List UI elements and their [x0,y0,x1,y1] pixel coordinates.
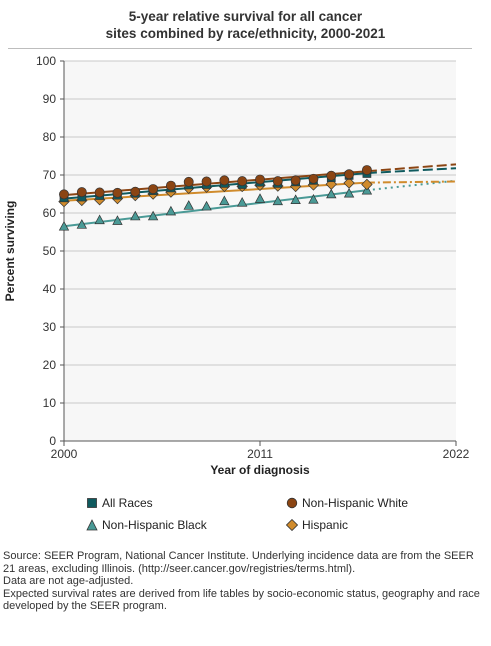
data-point [201,200,212,211]
y-axis-ticks: 0 10 20 30 40 50 60 70 80 90 100 [36,54,64,448]
data-point [343,177,355,189]
y-axis-label: Percent surviving [3,201,17,302]
data-point [130,210,141,221]
projection-line [366,167,457,175]
x-tick-label: 2022 [443,447,470,461]
legend-item-non-hispanic-black[interactable]: Non-Hispanic Black [86,518,207,532]
data-point [272,195,284,206]
title-divider [8,48,472,49]
legend-label: Non-Hispanic Black [102,518,207,532]
y-tick-label: 20 [43,358,57,372]
data-point [361,178,373,191]
chart-title: 5-year relative survival for all cancer … [0,8,491,42]
data-point [201,176,212,187]
data-point [308,193,319,204]
data-point [94,214,105,225]
data-point [326,188,337,199]
data-point [148,184,159,195]
data-point [94,187,105,198]
x-axis-ticks: 2000 2011 2022 [51,441,470,461]
legend-label: Non-Hispanic White [302,496,409,510]
y-tick-label: 30 [43,320,57,334]
data-point [59,189,69,200]
chart-title-line-2: sites combined by race/ethnicity, 2000-2… [105,26,386,41]
data-point [219,195,230,206]
source-line-1: Source: SEER Program, National Cancer In… [3,550,474,575]
legend-item-all-races[interactable]: All Races [86,496,153,510]
legend-marker-circle [286,497,298,509]
data-point [344,169,355,180]
source-line-2: Data are not age-adjusted. [3,575,134,588]
source-notes: Source: SEER Program, National Cancer In… [3,550,489,613]
data-point [147,210,159,221]
data-point [130,186,141,197]
y-tick-label: 60 [43,206,57,220]
source-line-3: Expected survival rates are derived from… [3,587,480,613]
survival-line-chart: 0 10 20 30 40 50 60 70 80 90 100 2000 2011 2022 Year… [3,54,470,477]
data-point [112,187,123,198]
data-point [58,220,70,231]
data-point [76,187,87,198]
data-point [290,194,301,204]
data-point [255,174,265,185]
legend-marker-triangle [86,519,98,531]
data-point [308,173,319,184]
projection-line [366,163,457,173]
data-point [290,175,301,186]
data-point [183,176,194,187]
chart-title-line-1: 5-year relative survival for all cancer [128,9,363,24]
data-point [237,176,248,187]
y-tick-label: 70 [43,168,57,182]
data-point [343,187,355,198]
series-non-hispanic-white [59,163,457,200]
y-tick-label: 90 [43,92,57,106]
y-tick-label: 100 [36,54,56,68]
x-axis-label: Year of diagnosis [210,463,310,477]
data-point [165,205,177,216]
data-point [183,200,194,210]
projection-line [366,180,457,184]
x-tick-label: 2000 [51,447,78,461]
y-tick-label: 40 [43,282,57,296]
data-point [272,176,283,187]
data-point [76,219,88,229]
data-point [165,180,176,191]
legend-label: All Races [102,496,153,510]
legend-marker-square [87,498,97,508]
x-tick-label: 2011 [247,447,273,461]
data-point [236,197,248,207]
legend-label: Hispanic [302,518,349,532]
data-point [112,215,123,225]
y-tick-label: 0 [49,434,56,448]
y-tick-label: 10 [43,396,57,410]
data-point [361,165,372,176]
data-point [254,193,266,203]
fitted-line [63,189,368,228]
legend-item-non-hispanic-white[interactable]: Non-Hispanic White [286,496,408,510]
y-tick-label: 80 [43,130,57,144]
y-tick-label: 50 [43,244,57,258]
series-non-hispanic-black [58,179,457,231]
data-point [219,175,230,186]
series-layer [58,163,457,231]
legend-item-hispanic[interactable]: Hispanic [286,518,348,532]
legend-marker-diamond [286,519,298,531]
data-point [326,170,337,181]
